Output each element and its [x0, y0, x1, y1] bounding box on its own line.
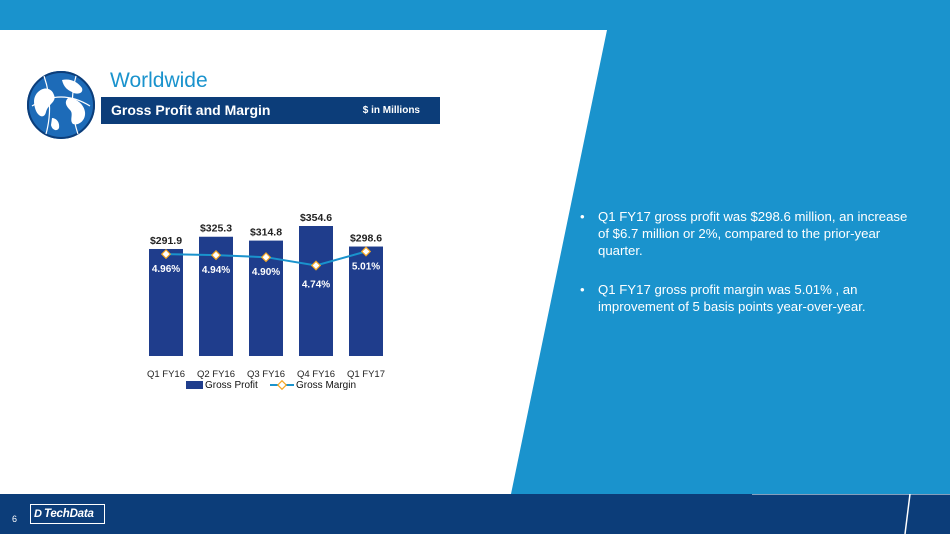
bar-gross-profit [299, 226, 333, 356]
page-title: Worldwide [110, 69, 208, 92]
legend-swatch-gross-profit [186, 381, 203, 389]
x-tick-label: Q1 FY16 [147, 369, 185, 380]
x-tick-label: Q2 FY16 [197, 369, 235, 380]
margin-value-label: 4.96% [152, 264, 180, 275]
bullet-item: • Q1 FY17 gross profit was $298.6 millio… [580, 208, 910, 259]
gross-profit-chart: $291.9 Q1 FY16 $325.3 Q2 FY16 $314.8 Q3 FY16 $… [147, 212, 385, 391]
gross-margin-point [310, 260, 322, 271]
gross-margin-point [160, 248, 172, 260]
logo-mark: D [34, 508, 42, 520]
bullet-symbol: • [580, 282, 585, 297]
unit-note: $ in Millions [362, 105, 420, 116]
x-tick-label: Q4 FY16 [297, 369, 335, 380]
logo-text: TechData [43, 508, 94, 520]
gross-margin-point [210, 250, 222, 261]
bullet-item: • Q1 FY17 gross profit margin was 5.01% … [580, 281, 910, 315]
x-tick-label: Q3 FY16 [247, 369, 285, 380]
bar-gross-profit [149, 248, 183, 356]
techdata-logo: D TechData [30, 504, 105, 524]
top-accent-strip [0, 0, 950, 30]
margin-value-label: 4.94% [202, 265, 230, 276]
bullet-list: • Q1 FY17 gross profit was $298.6 millio… [580, 208, 910, 337]
legend-marker-gross-margin [276, 379, 288, 391]
margin-value-label: 4.90% [252, 267, 280, 278]
x-tick-label: Q1 FY17 [347, 369, 385, 380]
globe-icon [25, 69, 97, 141]
subheader-bar: Gross Profit and Margin $ in Millions [101, 97, 440, 124]
legend-label-gross-margin: Gross Margin [296, 380, 356, 391]
bar-value-label: $354.6 [300, 212, 332, 224]
bar-gross-profit [349, 246, 383, 356]
bar-value-label: $314.8 [250, 227, 282, 239]
bullet-text: Q1 FY17 gross profit margin was 5.01% , … [598, 282, 866, 314]
margin-value-label: 5.01% [352, 261, 380, 272]
bullet-text: Q1 FY17 gross profit was $298.6 million,… [598, 209, 908, 258]
legend-label-gross-profit: Gross Profit [205, 380, 258, 391]
footer-bar [0, 494, 950, 534]
bar-value-label: $325.3 [200, 223, 232, 235]
margin-value-label: 4.74% [302, 280, 330, 291]
bullet-symbol: • [580, 209, 585, 224]
subheader-title: Gross Profit and Margin [111, 102, 271, 118]
page-number: 6 [12, 514, 18, 524]
gross-margin-point [260, 252, 272, 263]
gross-margin-point [360, 246, 372, 257]
bar-value-label: $298.6 [350, 233, 382, 245]
bar-value-label: $291.9 [150, 235, 182, 247]
